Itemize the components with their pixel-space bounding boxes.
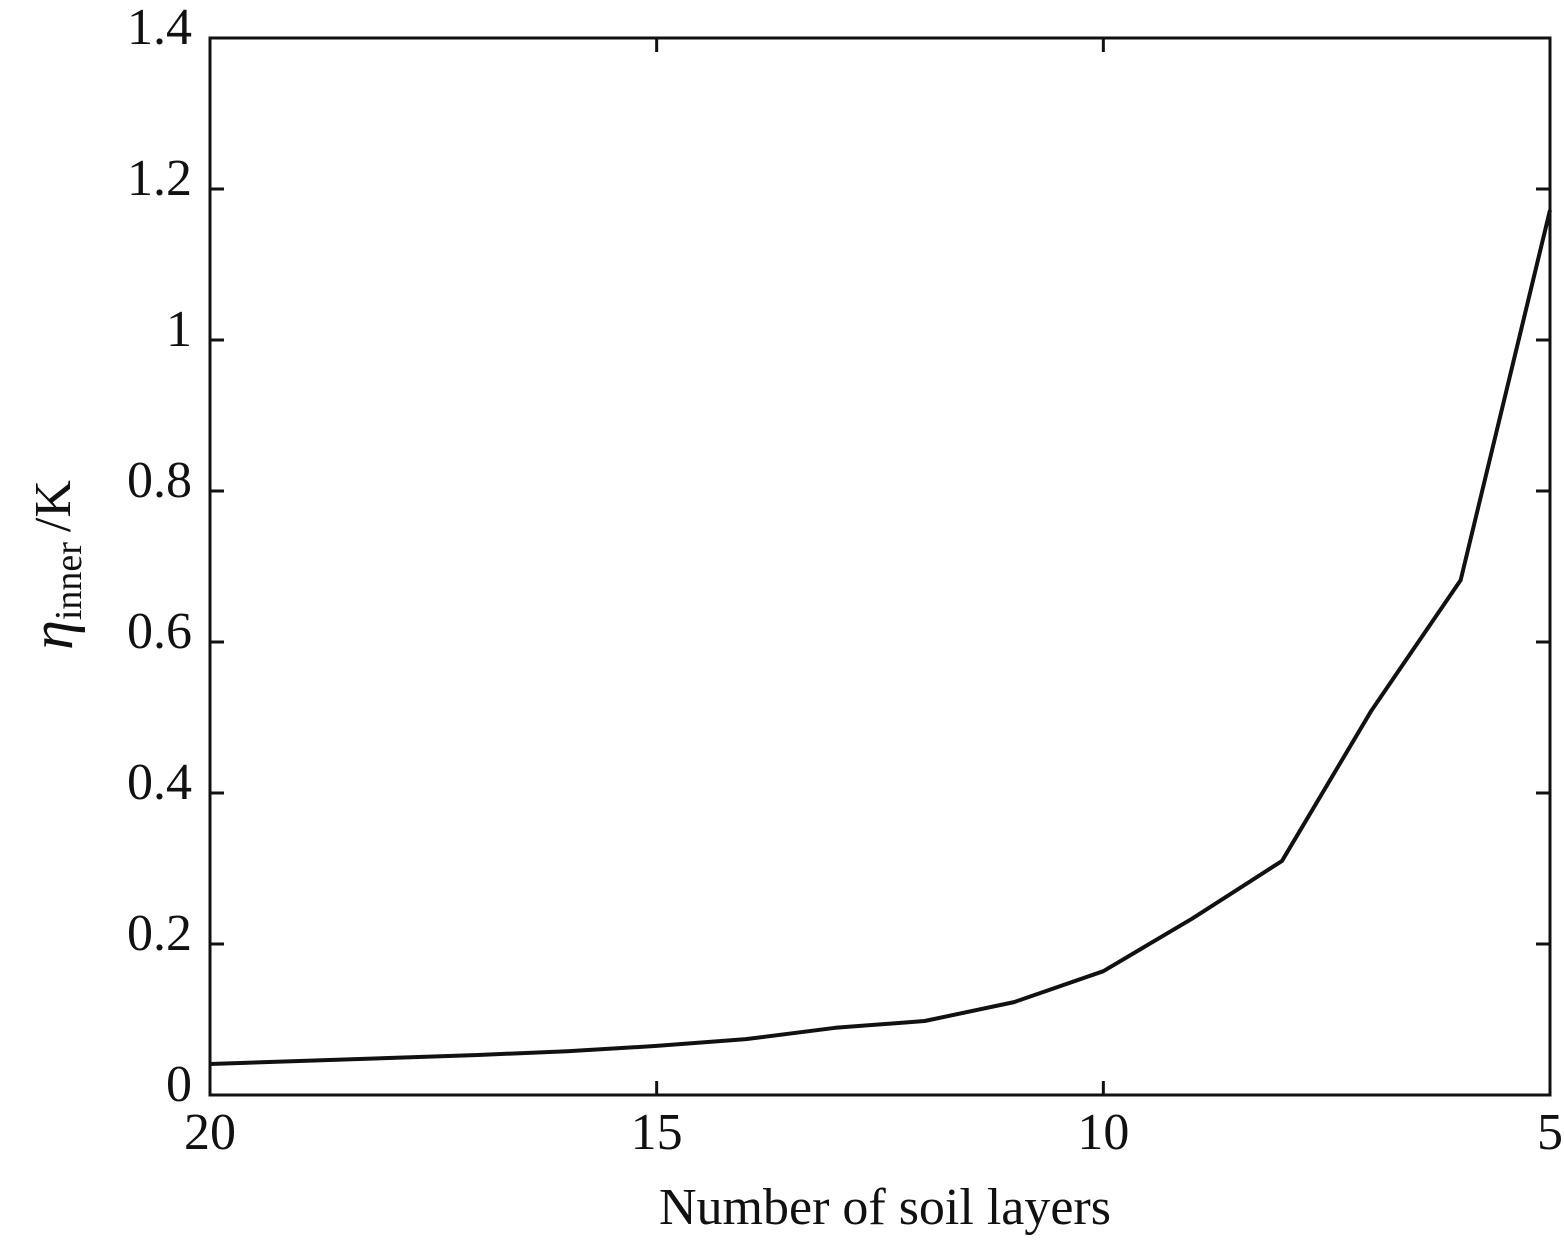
y-axis-label: ηinner/K (19, 480, 90, 650)
y-tick-label: 0.4 (127, 754, 192, 811)
y-symbol: η (19, 620, 85, 650)
y-tick-label: 1.2 (127, 150, 192, 207)
data-line (209, 209, 1552, 1067)
y-tick-label: 0.2 (127, 905, 192, 962)
y-tick-label: 0.6 (127, 603, 192, 660)
y-tick-label: 0.8 (127, 452, 192, 509)
x-tick-label: 10 (1077, 1104, 1129, 1161)
y-tick-label: 0 (166, 1056, 192, 1113)
x-tick-label: 5 (1537, 1104, 1563, 1161)
y-tick-label: 1.4 (127, 0, 192, 56)
y-subscript: inner (48, 542, 90, 620)
x-axis-label: Number of soil layers (659, 1179, 1111, 1236)
plot-frame (208, 36, 1552, 1097)
x-tick-label: 20 (184, 1104, 236, 1161)
x-tick-label: 15 (631, 1104, 683, 1161)
y-tick-label: 1 (166, 301, 192, 358)
y-axis-label-text: ηinner/K (19, 480, 90, 650)
y-unit: /K (25, 480, 82, 532)
